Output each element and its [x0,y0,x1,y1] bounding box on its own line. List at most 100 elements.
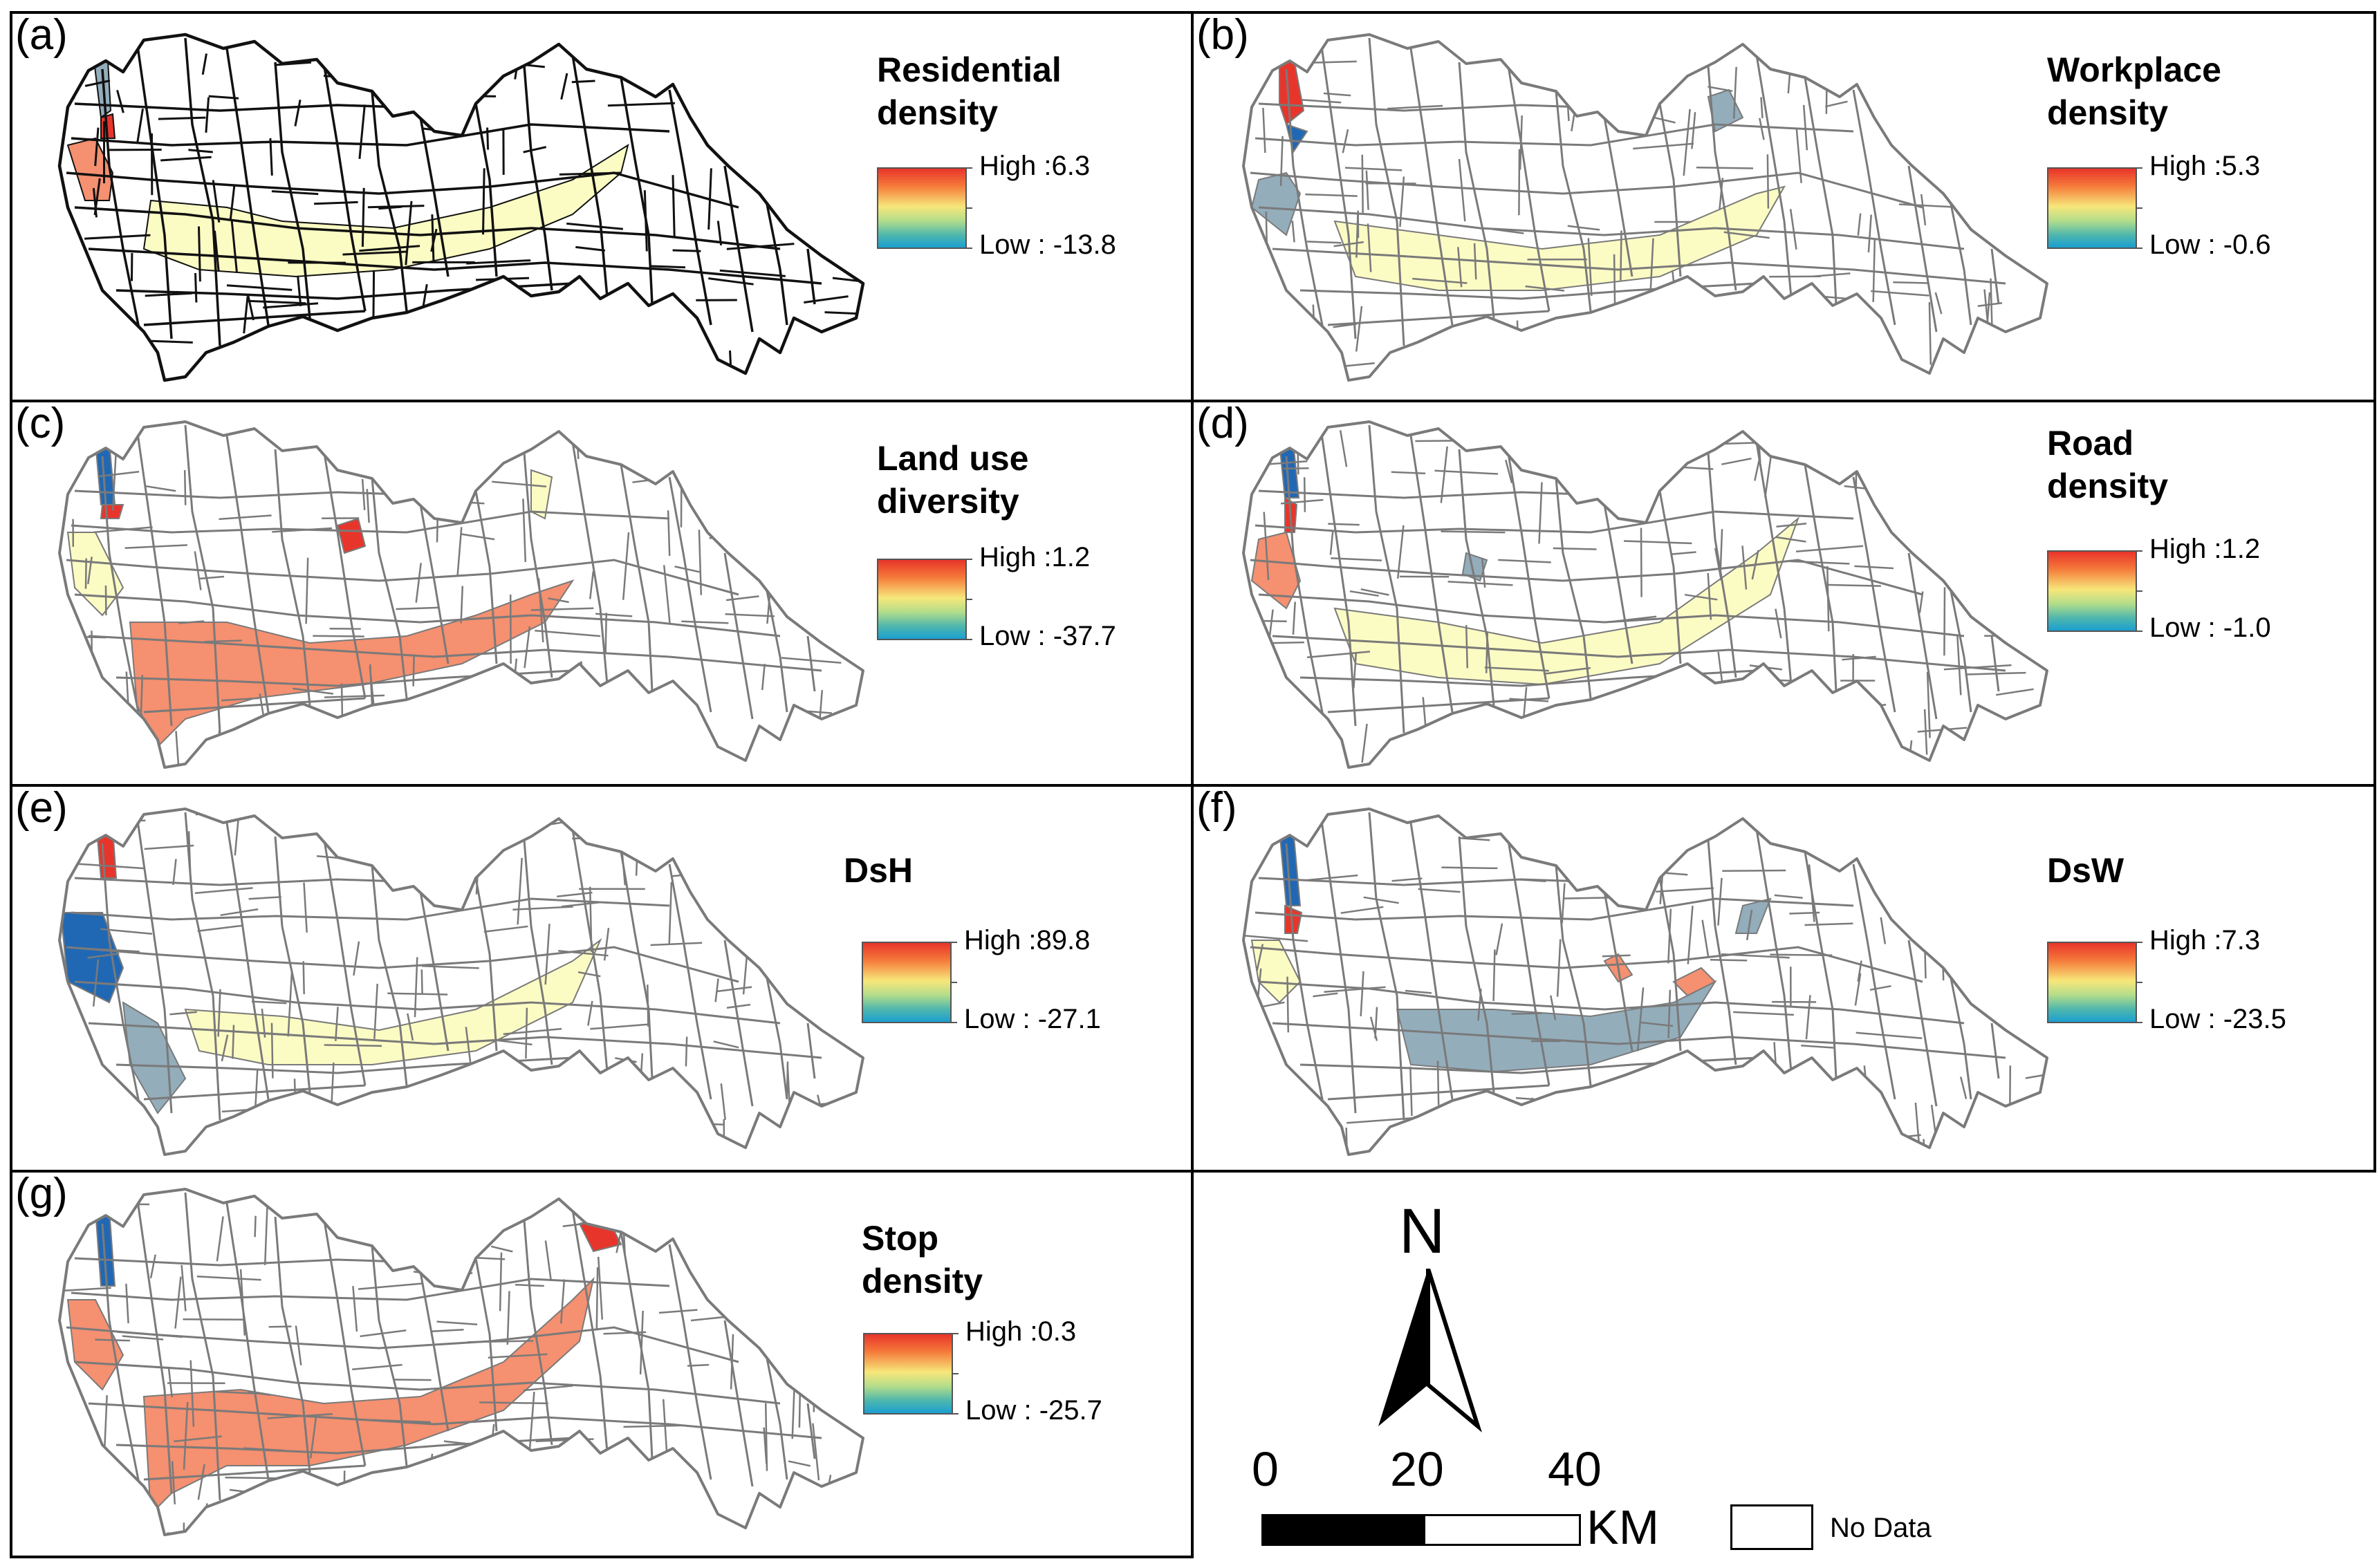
parcel-boundary [84,234,151,240]
parcel-boundary [174,1435,222,1443]
parcel-boundary [196,1276,261,1281]
parcel-boundary [559,1279,566,1324]
zone-steel-blue [1461,552,1488,582]
parcel-boundary [662,1195,685,1201]
district-boundary [1458,836,1495,1093]
parcel-boundary [217,989,221,1037]
district-boundary [765,1354,788,1480]
zone-red [336,517,367,554]
parcel-boundary [1760,97,1764,119]
district-boundary [620,77,654,305]
parcel-boundary [1943,587,1946,656]
parcel-boundary [1631,307,1669,315]
district-boundary [225,48,270,326]
parcel-boundary [610,1119,677,1126]
district-boundary [1285,68,1329,353]
parcel-boundary [640,1473,642,1524]
parcel-boundary [59,236,64,270]
scale-tick-20: 20 [1390,1442,1444,1496]
parcel-boundary [230,220,238,273]
parcel-boundary [1989,564,2047,570]
parcel-boundary [840,427,849,476]
parcel-boundary [1967,837,2006,844]
parcel-boundary [318,1121,351,1124]
parcel-boundary [672,175,676,237]
parcel-boundary [1504,459,1513,484]
district-boundary [723,165,754,333]
parcel-boundary [1775,536,1806,543]
parcel-boundary [1324,986,1386,993]
district-boundary [723,1320,754,1487]
parcel-boundary [681,620,729,624]
district-boundary [136,428,173,727]
parcel-boundary [764,91,771,129]
parcel-boundary [373,983,378,1039]
district-boundary [1658,490,1682,664]
parcel-boundary [456,527,463,577]
parcel-boundary [178,620,205,624]
legend-low-value: Low : -23.5 [2149,1004,2286,1034]
district-boundary [322,62,367,312]
parcel-boundary [707,422,748,427]
district-boundary [523,1220,553,1446]
parcel-boundary [1636,433,1640,490]
parcel-boundary [197,1464,205,1500]
district-boundary [143,310,366,326]
parcel-boundary [434,1493,441,1516]
parcel-boundary [1243,456,1275,458]
parcel-boundary [1717,877,1723,926]
parcel-boundary [1559,1090,1566,1138]
parcel-boundary [53,292,58,343]
parcel-boundary [1776,522,1807,528]
parcel-boundary [361,187,365,248]
parcel-boundary [1361,154,1364,213]
parcel-boundary [1553,547,1597,550]
parcel-boundary [1694,42,1760,48]
parcel-boundary [586,731,611,737]
parcel-boundary [144,844,194,850]
parcel-boundary [577,285,582,351]
parcel-boundary [717,986,752,993]
parcel-boundary [372,270,376,339]
parcel-boundary [116,90,124,113]
district-boundary [1804,77,1838,305]
parcel-boundary [804,295,849,304]
legend-tick [965,639,972,640]
district-boundary [1852,864,1896,1100]
district-boundary [1458,449,1495,706]
parcel-boundary [676,312,685,355]
parcel-boundary [226,284,293,291]
parcel-boundary [382,1121,450,1130]
district-boundary [136,1195,173,1494]
district-boundary [88,1402,822,1439]
parcel-boundary [62,691,66,747]
parcel-boundary [509,684,567,687]
parcel-boundary [1880,917,1887,944]
region-outline [57,32,865,382]
district-boundary [101,1223,145,1508]
district-boundary [1949,587,1972,713]
parcel-boundary [78,863,144,870]
district-boundary [1327,310,1550,326]
parcel-boundary [59,752,98,756]
parcel-boundary [795,330,799,358]
parcel-boundary [555,699,562,767]
parcel-boundary [454,692,506,698]
legend-tick [950,982,957,983]
parcel-boundary [1550,995,1557,1020]
parcel-boundary [1279,803,1331,807]
parcel-boundary [522,498,527,562]
district-boundary [1255,510,1854,534]
parcel-boundary [490,1245,513,1253]
parcel-boundary [1329,531,1334,555]
parcel-boundary [344,371,385,376]
parcel-boundary [650,942,703,946]
parcel-boundary [821,232,826,256]
parcel-boundary [359,245,420,252]
district-boundary [322,836,367,1086]
north-arrow-icon [1378,1269,1482,1432]
district-boundary [371,91,408,312]
district-boundary [74,980,781,1025]
parcel-boundary [1990,278,1993,328]
parcel-boundary [1313,992,1338,998]
